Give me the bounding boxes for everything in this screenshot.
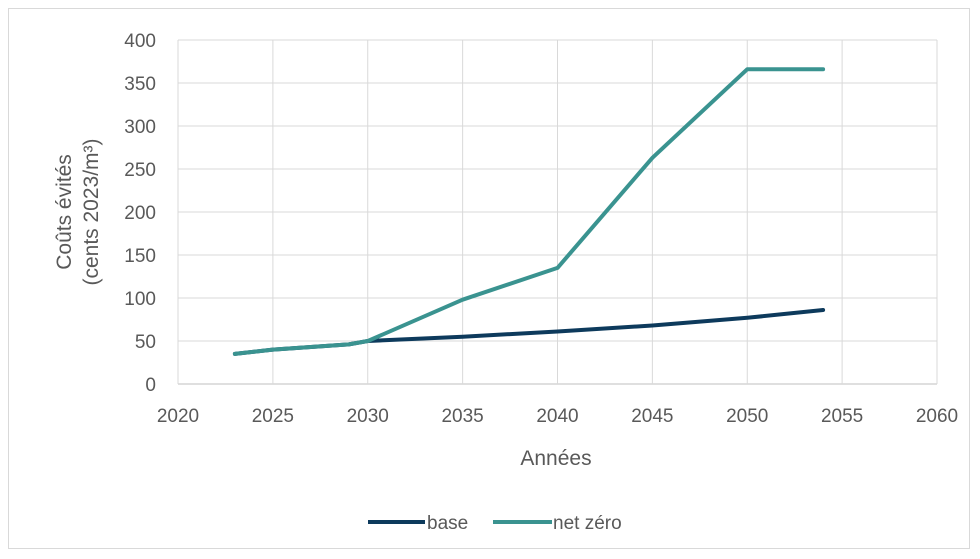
series-line-net-zero (232, 67, 826, 356)
legend-label-net-zero: net zéro (553, 513, 622, 534)
x-tick-label: 2050 (726, 406, 768, 427)
y-tick-label: 100 (124, 289, 156, 310)
y-axis-title-line2: (cents 2023/m³) (80, 138, 103, 285)
y-tick-label: 350 (124, 74, 156, 95)
y-tick-label: 400 (124, 31, 156, 52)
y-tick-label: 150 (124, 246, 156, 267)
x-tick-label: 2045 (631, 406, 673, 427)
legend: base net zéro (368, 513, 622, 534)
x-axis-title: Années (520, 447, 591, 470)
y-axis-title-line1: Coûts évités (53, 154, 76, 270)
x-tick-label: 2055 (821, 406, 863, 427)
y-tick-label: 300 (124, 117, 156, 138)
x-axis-ticks: 2020 2025 2030 2035 2040 2045 2050 2055 2060 (157, 406, 958, 427)
y-tick-label: 0 (145, 375, 156, 396)
x-tick-label: 2020 (157, 406, 199, 427)
x-tick-label: 2035 (441, 406, 483, 427)
series-lines (232, 67, 826, 356)
x-tick-label: 2030 (347, 406, 389, 427)
x-tick-label: 2060 (916, 406, 958, 427)
gridlines (177, 39, 938, 385)
x-tick-label: 2040 (536, 406, 578, 427)
y-tick-label: 250 (124, 160, 156, 181)
y-tick-label: 200 (124, 203, 156, 224)
x-tick-label: 2025 (252, 406, 294, 427)
y-axis-ticks: 0 50 100 150 200 250 300 350 400 (124, 31, 156, 396)
y-tick-label: 50 (135, 332, 156, 353)
chart-frame (8, 8, 970, 549)
legend-label-base: base (427, 513, 468, 534)
